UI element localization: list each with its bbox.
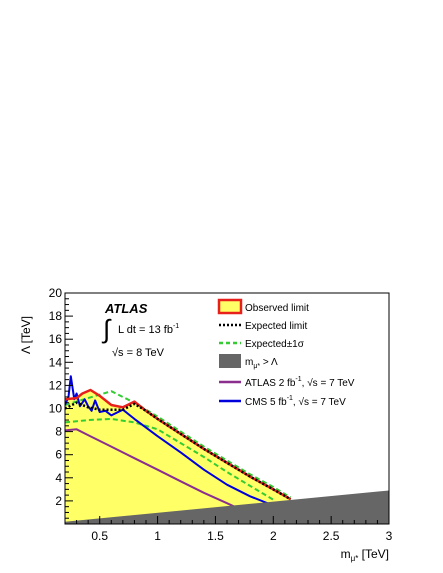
y-axis-label: Λ [TeV]: [19, 316, 33, 354]
y-tick-label: 10: [49, 402, 63, 416]
x-axis: 0.5 1 1.5 2 2.5 3: [64, 516, 393, 543]
legend-label-band: Expected±1σ: [245, 339, 305, 350]
luminosity-label: L dt = 13 fb-1: [118, 323, 179, 336]
y-axis: 2 4 6 8 10 12 14 16 18 20: [49, 286, 73, 525]
legend-label-observed: Observed limit: [245, 303, 309, 314]
band_up-line: [65, 390, 292, 499]
y-tick-label: 18: [49, 309, 63, 323]
legend-label-atlas7: ATLAS 2 fb-1, √s = 7 TeV: [245, 376, 355, 389]
legend-entry-cms7: CMS 5 fb-1, √s = 7 TeV: [219, 395, 346, 408]
expected-line: [65, 401, 292, 501]
legend-entry-atlas7: ATLAS 2 fb-1, √s = 7 TeV: [219, 376, 355, 389]
x-tick-label: 0.5: [91, 529, 108, 543]
band_down-line: [65, 417, 274, 501]
atlas7-line: [65, 428, 245, 513]
legend-label-cms7: CMS 5 fb-1, √s = 7 TeV: [245, 395, 346, 408]
atlas-label: ATLAS: [104, 301, 148, 316]
y-tick-label: 16: [49, 332, 63, 346]
y-tick-label: 14: [49, 355, 63, 369]
legend-swatch-observed: [217, 298, 243, 315]
y-tick-label: 8: [55, 425, 62, 439]
y-tick-label: 6: [55, 448, 62, 462]
x-tick-label: 2.5: [323, 529, 340, 543]
legend-label-excluded: mμ* > Λ: [245, 357, 278, 370]
legend: Observed limit Expected limit Expected±1…: [217, 298, 355, 408]
x-tick-label: 3: [386, 529, 393, 543]
integral-sign: ∫: [101, 314, 112, 344]
legend-entry-excluded: mμ* > Λ: [219, 354, 278, 370]
y-tick-label: 12: [49, 378, 63, 392]
legend-entry-band: Expected±1σ: [219, 339, 305, 350]
x-tick-label: 2: [270, 529, 277, 543]
y-tick-label: 2: [55, 494, 62, 508]
legend-swatch-excluded: [219, 354, 241, 368]
x-tick-label: 1: [154, 529, 161, 543]
atlas-annotation: ATLAS ∫ L dt = 13 fb-1 √s = 8 TeV: [101, 301, 179, 359]
energy-label: √s = 8 TeV: [112, 347, 165, 359]
x-axis-label: mμ* [TeV]: [341, 547, 389, 563]
legend-entry-expected: Expected limit: [219, 321, 307, 332]
excluded-region: [65, 490, 389, 524]
plot-area: [65, 375, 389, 524]
observed-excluded-region: [65, 390, 291, 524]
y-tick-label: 20: [49, 286, 63, 300]
legend-entry-observed: Observed limit: [217, 298, 309, 315]
y-tick-label: 4: [55, 471, 62, 485]
legend-label-expected: Expected limit: [245, 321, 307, 332]
cms7-line: [65, 375, 286, 510]
x-tick-label: 1.5: [207, 529, 224, 543]
